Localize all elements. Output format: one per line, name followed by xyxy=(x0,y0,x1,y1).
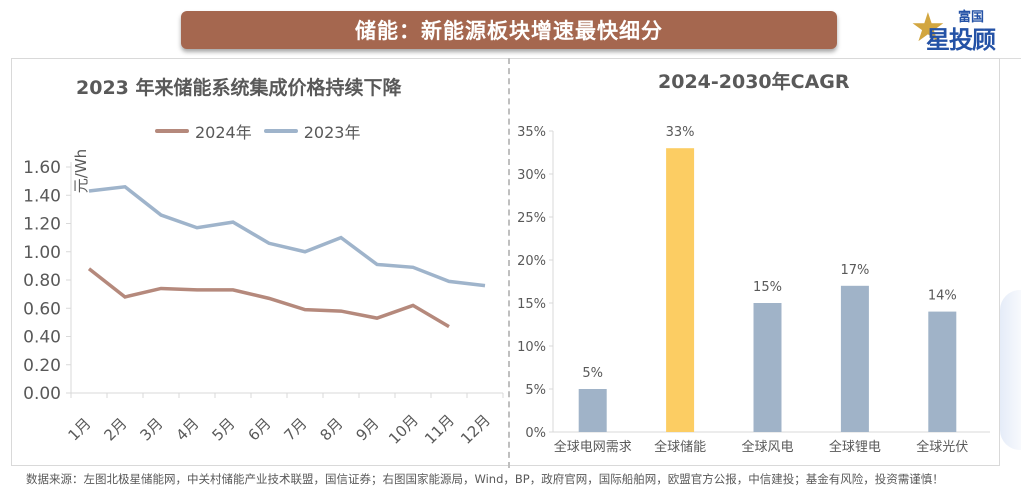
y-tick-label: 25% xyxy=(517,211,546,226)
y-tick-label: 30% xyxy=(517,168,546,183)
y-tick-label: 0.80 xyxy=(23,271,61,291)
y-axis-label: 元/Wh xyxy=(72,149,90,193)
legend-swatch-2023 xyxy=(263,129,298,133)
legend-item-2023: 2023年 xyxy=(263,119,361,143)
x-tick-label: 全球锂电 xyxy=(829,439,881,455)
bar-data-label: 33% xyxy=(666,125,695,140)
bar-data-label: 5% xyxy=(582,366,603,381)
y-tick-label: 5% xyxy=(525,383,546,398)
left-chart-panel xyxy=(11,58,508,466)
logo-main-text: 星投顾 xyxy=(926,26,996,54)
y-tick-label: 15% xyxy=(517,297,546,312)
y-tick-label: 0.00 xyxy=(23,384,61,404)
right-chart-panel xyxy=(510,58,1000,466)
banner-title: 储能：新能源板块增速最快细分 xyxy=(355,19,663,43)
y-tick-label: 0.40 xyxy=(23,328,61,348)
bar-data-label: 14% xyxy=(928,289,957,304)
y-tick-label: 0.60 xyxy=(23,299,61,319)
legend-label-2023: 2023年 xyxy=(303,123,361,142)
y-tick-label: 1.20 xyxy=(23,215,61,235)
bar-1 xyxy=(666,148,695,432)
legend-label-2024: 2024年 xyxy=(195,123,252,142)
y-tick-label: 0% xyxy=(525,426,546,441)
x-tick-label: 全球储能 xyxy=(654,439,706,455)
brand-logo: ★ 富国 星投顾 xyxy=(908,2,1018,54)
line-chart-legend: 2024年 2023年 xyxy=(155,119,366,143)
data-source-note: 数据来源：左图北极星储能网，中关村储能产业技术联盟，国信证券；右图国家能源局，W… xyxy=(26,472,944,486)
y-tick-label: 0.20 xyxy=(23,356,61,376)
legend-item-2024: 2024年 xyxy=(155,119,252,143)
bar-chart-title: 2024-2030年CAGR xyxy=(658,71,850,93)
bar-4 xyxy=(928,311,957,432)
legend-swatch-2024 xyxy=(155,129,189,133)
page-banner: 储能：新能源板块增速最快细分 xyxy=(181,11,837,49)
x-tick-label: 全球光伏 xyxy=(916,439,968,455)
series-line-2023 xyxy=(88,184,486,288)
watermark-decoration xyxy=(1000,290,1021,450)
y-tick-label: 20% xyxy=(517,254,546,269)
panel-divider xyxy=(508,58,510,468)
y-tick-label: 1.40 xyxy=(23,186,61,206)
y-tick-label: 1.60 xyxy=(23,158,61,178)
y-tick-label: 1.00 xyxy=(23,243,61,263)
logo-top-text: 富国 xyxy=(958,10,985,25)
bar-3 xyxy=(840,285,869,432)
bar-2 xyxy=(753,303,782,432)
x-tick-label: 全球风电 xyxy=(741,439,793,455)
y-tick-label: 10% xyxy=(517,340,546,355)
bar-0 xyxy=(578,389,607,432)
bar-data-label: 17% xyxy=(840,263,869,278)
y-tick-label: 35% xyxy=(517,125,546,140)
line-chart-title: 2023 年来储能系统集成价格持续下降 xyxy=(76,77,402,99)
x-tick-label: 全球电网需求 xyxy=(554,439,632,455)
star-icon: ★ xyxy=(910,5,946,51)
bar-data-label: 15% xyxy=(753,280,782,295)
